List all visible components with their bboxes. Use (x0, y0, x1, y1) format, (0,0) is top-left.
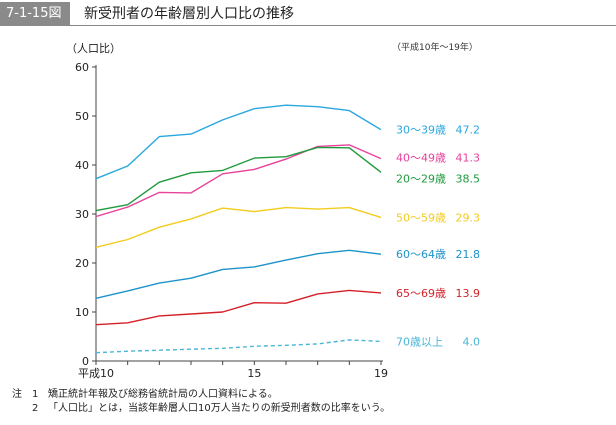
period-note: （平成10年～19年） (392, 43, 478, 53)
note-text: 矯正統計年報及び総務省統計局の人口資料による。 (48, 389, 278, 400)
note-mark: 注 (12, 389, 22, 400)
series-line (95, 146, 382, 212)
x-tick-label: 15 (247, 367, 261, 380)
series-line (95, 249, 382, 299)
x-tick-label: 平成10 (78, 367, 114, 380)
y-tick-label: 20 (75, 257, 89, 270)
header-rule (70, 25, 616, 26)
series-name-label: 20～29歳 (396, 172, 446, 185)
notes: 注 1 矯正統計年報及び総務省統計局の人口資料による。 2 「人口比」とは，当該年齢層… (12, 388, 390, 416)
y-tick-label: 60 (75, 61, 89, 74)
series-name-label: 40～49歳 (396, 152, 446, 165)
series-name-label: 50～59歳 (396, 211, 446, 224)
figure-title: 新受刑者の年齢層別人口比の推移 (84, 6, 294, 22)
figure-id-badge: 7-1-15図 (0, 2, 70, 26)
series-line (95, 289, 382, 326)
series-value-label: 4.0 (463, 335, 481, 348)
series-value-label: 47.2 (456, 124, 481, 137)
x-tick-label: 19 (374, 367, 388, 380)
series-value-label: 13.9 (456, 287, 481, 300)
series-line (95, 144, 382, 218)
series-value-label: 41.3 (456, 152, 481, 165)
line-chart: （人口比） 0 10 20 30 40 50 60 平成10 15 19 30～39歳 47.2 40～4… (66, 42, 481, 380)
series-value-label: 29.3 (456, 211, 481, 224)
y-axis-label: （人口比） (66, 42, 121, 55)
series-name-label: 60～64歳 (396, 248, 446, 261)
series-line (95, 104, 382, 180)
series-value-label: 38.5 (456, 172, 481, 185)
series-line (95, 339, 382, 354)
series-name-label: 65～69歳 (396, 287, 446, 300)
figure-header: 7-1-15図 新受刑者の年齢層別人口比の推移 (0, 0, 616, 30)
y-tick-label: 0 (82, 355, 89, 368)
y-tick-label: 30 (75, 208, 89, 221)
note-row-2: 2 「人口比」とは，当該年齢層人口10万人当たりの新受刑者数の比率をいう。 (12, 402, 390, 416)
series-value-label: 21.8 (456, 248, 481, 261)
series-name-label: 30～39歳 (396, 124, 446, 137)
series-name-label: 70歳以上 (396, 335, 443, 348)
series-line (95, 206, 382, 248)
note-number: 1 (32, 389, 39, 400)
note-row-1: 注 1 矯正統計年報及び総務省統計局の人口資料による。 (12, 388, 390, 402)
y-tick-label: 50 (75, 110, 89, 123)
note-number: 2 (32, 403, 39, 414)
note-text: 「人口比」とは，当該年齢層人口10万人当たりの新受刑者数の比率をいう。 (48, 403, 391, 414)
y-tick-label: 10 (75, 306, 89, 319)
y-tick-label: 40 (75, 159, 89, 172)
